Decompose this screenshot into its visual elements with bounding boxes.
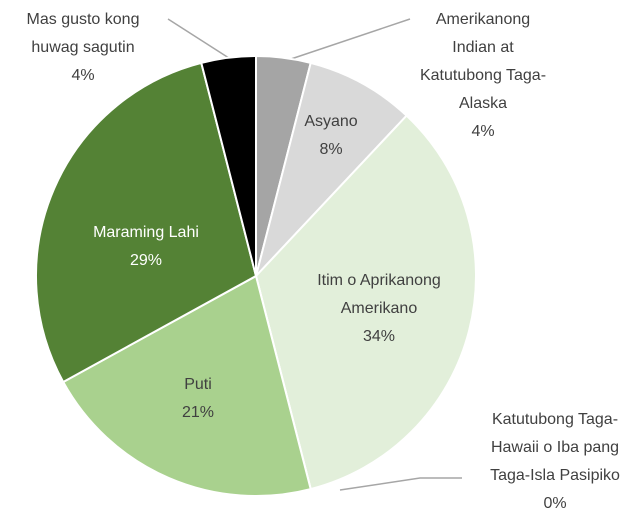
data-label: Katutubong Taga-Hawaii o Iba pang Taga-I… (480, 406, 630, 518)
data-label: Mas gusto kong huwag sagutin 4% (16, 6, 151, 90)
category-label: Amerikanong Indian at Katutubong Taga-Al… (419, 11, 547, 112)
leader-line (339, 477, 462, 491)
category-label: Katutubong Taga-Hawaii o Iba pang Taga-I… (490, 411, 620, 484)
pie-slice (255, 61, 409, 277)
data-label: Asyano 8% (271, 108, 391, 164)
data-label: Amerikanong Indian at Katutubong Taga-Al… (418, 6, 548, 146)
value-label: 4% (471, 123, 495, 140)
category-label: Asyano (304, 113, 358, 130)
value-label: 0% (543, 495, 567, 512)
pie-slice (200, 54, 257, 277)
leader-line (287, 18, 411, 61)
value-label: 34% (362, 328, 396, 345)
data-label: Itim o Aprikanong Amerikano 34% (294, 267, 464, 351)
value-label: 29% (129, 252, 163, 269)
value-label: 4% (71, 67, 95, 84)
category-label: Puti (184, 376, 212, 393)
value-label: 21% (181, 404, 215, 421)
data-label: Maraming Lahi 29% (66, 219, 226, 275)
pie-slice (35, 61, 258, 384)
category-label: Itim o Aprikanong Amerikano (317, 272, 441, 317)
leader-line (167, 18, 233, 61)
category-label: Mas gusto kong huwag sagutin (26, 11, 140, 56)
value-label: 8% (319, 141, 343, 158)
category-label: Maraming Lahi (93, 224, 199, 241)
data-label: Puti 21% (138, 371, 258, 427)
pie-slice (254, 114, 477, 491)
pie-slice (61, 274, 312, 497)
